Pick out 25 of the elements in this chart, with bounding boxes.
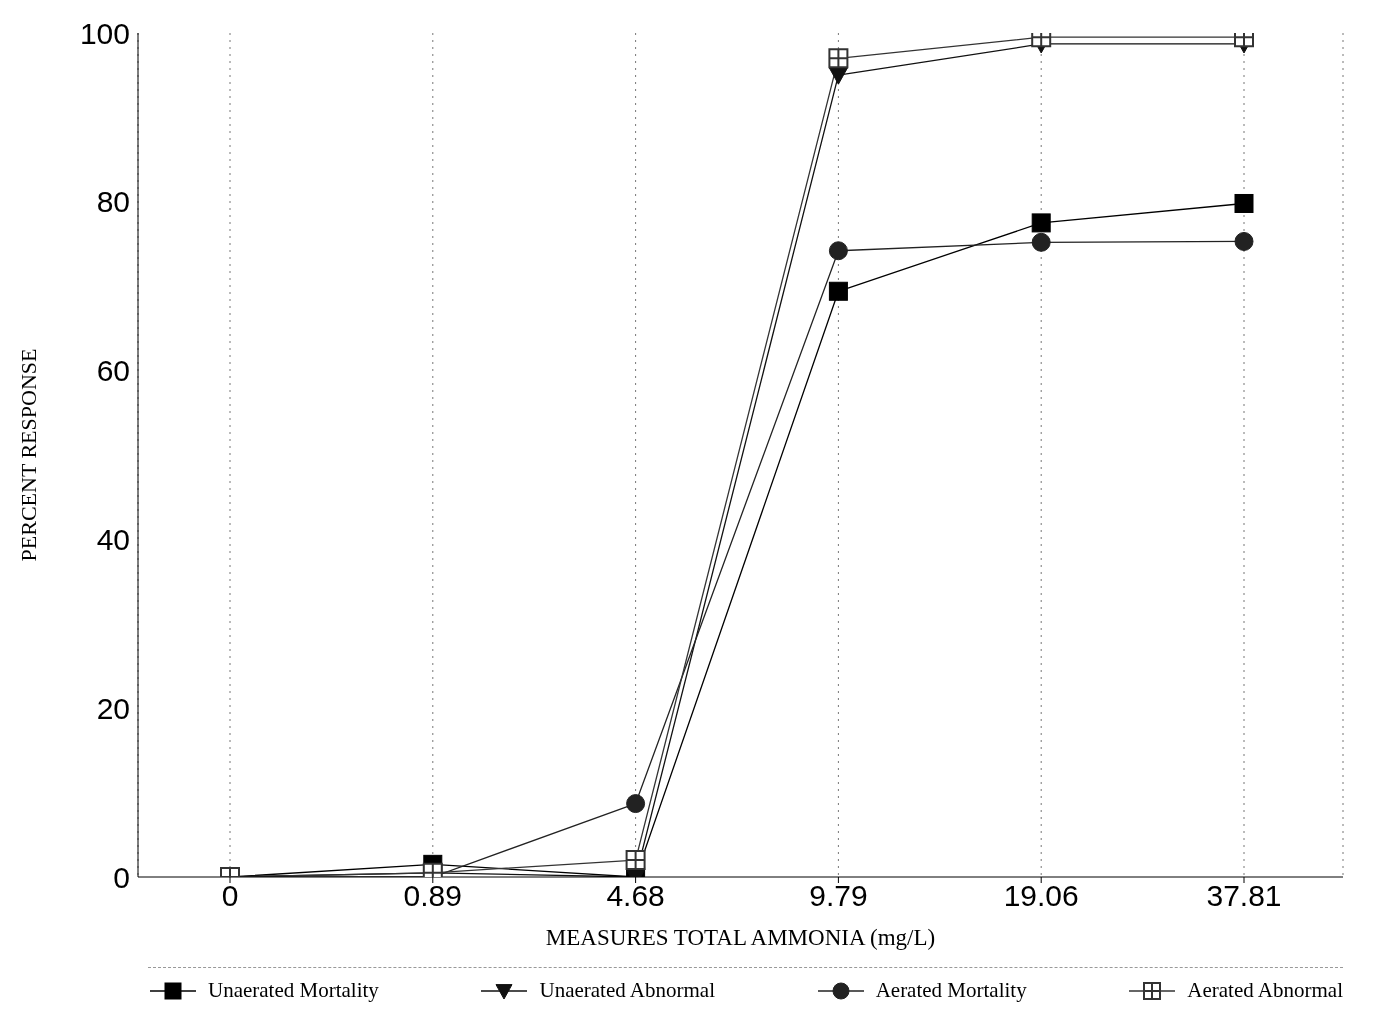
x-tick-label: 0.89 [403,879,462,913]
x-tick-label: 0 [221,879,239,913]
point [1234,231,1254,251]
y-tick-label: 40 [96,523,130,557]
x-axis-title: MEASURES TOTAL AMMONIA (mg/L) [545,925,936,950]
point [828,241,848,261]
x-tick-label: 9.79 [809,879,868,913]
y-tick-label: 60 [96,354,130,388]
legend-label: Unaerated Mortality [208,978,379,1003]
x-tick-label: 4.68 [606,879,665,913]
point [828,48,849,69]
x-tick-label: 37.81 [1206,879,1282,913]
y-tick-label: 100 [79,16,130,50]
legend-label: Aerated Mortality [875,978,1027,1003]
point [828,67,848,85]
x-tick-label: 19.06 [1003,879,1079,913]
point [1234,193,1254,213]
point [1031,232,1051,252]
y-tick-label: 80 [96,185,130,219]
point [1031,213,1051,233]
legend-label: Unaerated Abnormal [539,978,716,1003]
legend-label: Aerated Abnormal [1187,978,1343,1003]
y-axis-title: PERCENT RESPONSE [15,348,41,562]
point [828,281,848,301]
y-tick-label: 20 [96,691,130,725]
